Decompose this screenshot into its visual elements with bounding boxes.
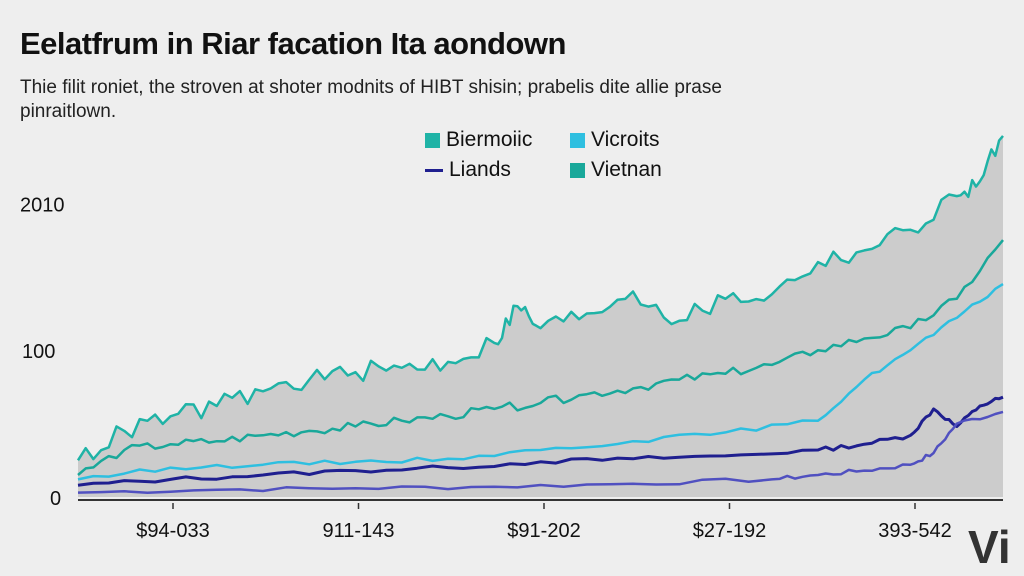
series-line-liands xyxy=(77,395,1004,487)
x-tick-label: $91-202 xyxy=(507,520,580,542)
legend: Biermoiic Vicroits Liands Vietnan xyxy=(425,128,710,182)
chart-title: Eelatfrum in Riar facation Ita aondown xyxy=(20,26,566,61)
legend-item-biermoiic: Biermoiic xyxy=(425,128,570,152)
legend-swatch xyxy=(425,132,440,148)
x-tick-label: 911-143 xyxy=(323,520,395,542)
area-fill-Biermoiic xyxy=(78,135,1003,497)
x-tick-label: $27-192 xyxy=(693,520,766,542)
watermark: Vi xyxy=(968,521,1011,573)
legend-item-liands: Liands xyxy=(425,158,570,182)
series-line-biermoiic xyxy=(76,135,1004,461)
series-line-vicroits xyxy=(77,283,1004,481)
x-tick-label: $94-033 xyxy=(136,520,209,542)
legend-item-vicroits: Vicroits xyxy=(570,128,710,152)
legend-label: Vicroits xyxy=(591,128,660,151)
y-tick-label: 2010 xyxy=(20,194,65,216)
y-tick-label: 0 xyxy=(50,488,61,510)
series-line-extra xyxy=(77,410,1004,495)
legend-item-vietnan: Vietnan xyxy=(570,158,710,182)
legend-label: Liands xyxy=(449,158,511,181)
y-tick-label: 100 xyxy=(22,341,55,363)
series-line-vietnan xyxy=(77,239,1004,476)
legend-swatch xyxy=(425,168,443,172)
legend-swatch xyxy=(570,162,585,178)
legend-label: Vietnan xyxy=(591,158,662,181)
x-tick-label: 393-542 xyxy=(878,520,951,542)
chart-subtitle: Thie filit roniet, the stroven at shoter… xyxy=(20,77,722,122)
legend-label: Biermoiic xyxy=(446,128,533,151)
legend-swatch xyxy=(570,132,585,148)
